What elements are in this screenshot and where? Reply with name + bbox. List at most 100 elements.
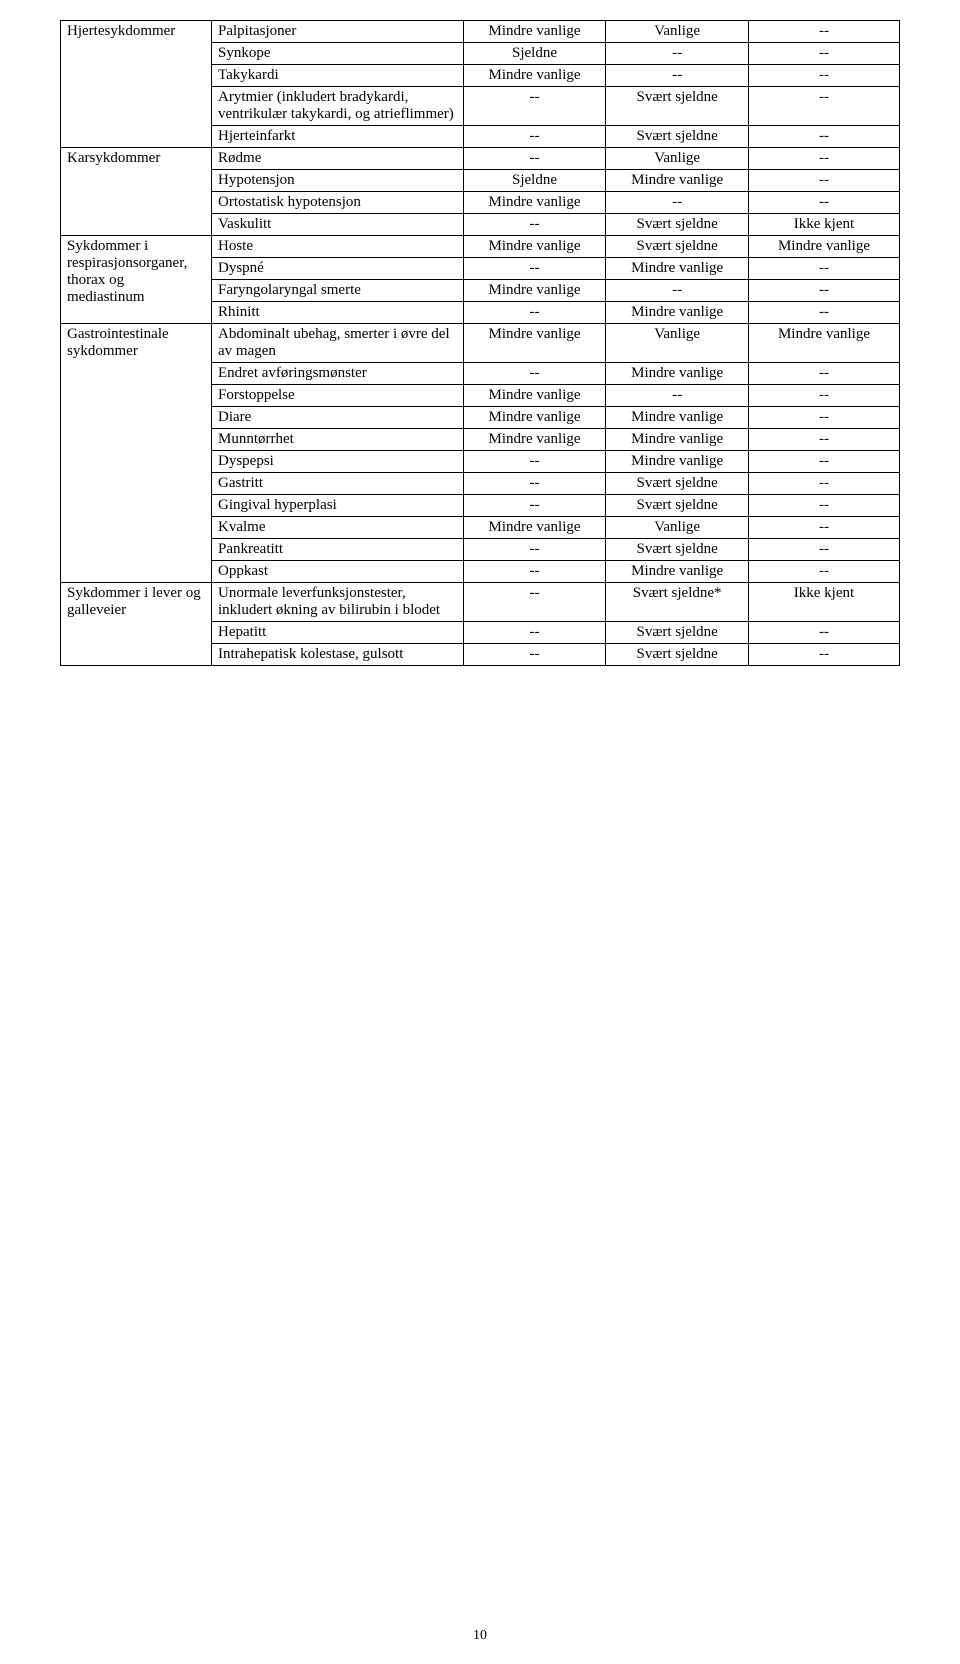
value-cell: -- [606,65,749,87]
value-cell: Mindre vanlige [463,324,606,363]
value-cell: Svært sjeldne* [606,583,749,622]
value-cell: -- [748,87,899,126]
value-cell: Svært sjeldne [606,539,749,561]
value-cell: -- [748,280,899,302]
value-cell: Svært sjeldne [606,126,749,148]
table-row: HjertesykdommerPalpitasjonerMindre vanli… [61,21,900,43]
value-cell: -- [463,126,606,148]
value-cell: -- [463,302,606,324]
value-cell: Mindre vanlige [748,324,899,363]
effect-name-cell: Arytmier (inkludert bradykardi, ventriku… [212,87,464,126]
value-cell: -- [748,561,899,583]
value-cell: Mindre vanlige [463,236,606,258]
effect-name-cell: Diare [212,407,464,429]
category-cell: Karsykdommer [61,148,212,236]
category-cell: Sykdommer i lever og galleveier [61,583,212,666]
value-cell: Mindre vanlige [463,192,606,214]
value-cell: Mindre vanlige [606,302,749,324]
value-cell: -- [748,644,899,666]
value-cell: Mindre vanlige [463,280,606,302]
effect-name-cell: Pankreatitt [212,539,464,561]
value-cell: -- [463,539,606,561]
value-cell: -- [463,644,606,666]
value-cell: -- [463,87,606,126]
effect-name-cell: Kvalme [212,517,464,539]
value-cell: Svært sjeldne [606,622,749,644]
value-cell: -- [463,622,606,644]
value-cell: -- [748,517,899,539]
value-cell: Mindre vanlige [463,407,606,429]
value-cell: -- [463,148,606,170]
adverse-effects-table: HjertesykdommerPalpitasjoner Mindre vanli… [60,20,900,666]
value-cell: Svært sjeldne [606,495,749,517]
effect-name-cell: Synkope [212,43,464,65]
value-cell: Mindre vanlige [606,407,749,429]
effect-name-cell: Munntørrhet [212,429,464,451]
effect-name-cell: Endret avføringsmønster [212,363,464,385]
value-cell: -- [748,429,899,451]
value-cell: Svært sjeldne [606,87,749,126]
value-cell: -- [748,407,899,429]
value-cell: Mindre vanlige [606,429,749,451]
value-cell: -- [463,258,606,280]
value-cell: Mindre vanlige [463,65,606,87]
value-cell: -- [748,258,899,280]
value-cell: -- [748,385,899,407]
value-cell: -- [748,622,899,644]
value-cell: -- [606,385,749,407]
value-cell: Mindre vanlige [606,170,749,192]
value-cell: Svært sjeldne [606,236,749,258]
value-cell: Vanlige [606,21,749,43]
value-cell: -- [748,495,899,517]
value-cell: -- [748,192,899,214]
value-cell: Mindre vanlige [463,429,606,451]
table-row: Gastrointestinale sykdommerAbdominalt ub… [61,324,900,363]
value-cell: Mindre vanlige [463,517,606,539]
effect-name-cell: Hjerteinfarkt [212,126,464,148]
effect-name-cell: Forstoppelse [212,385,464,407]
value-cell: Svært sjeldne [606,214,749,236]
value-cell: -- [463,214,606,236]
value-cell: -- [748,65,899,87]
effect-name-cell: Palpitasjoner [212,21,464,43]
value-cell: Vanlige [606,148,749,170]
value-cell: Vanlige [606,517,749,539]
effect-name-cell: Abdominalt ubehag, smerter i øvre del av… [212,324,464,363]
effect-name-cell: Unormale leverfunksjonstester, inkludert… [212,583,464,622]
value-cell: Svært sjeldne [606,644,749,666]
effect-name-cell: Faryngolaryngal smerte [212,280,464,302]
effect-name-cell: Rødme [212,148,464,170]
effect-name-cell: Vaskulitt [212,214,464,236]
value-cell: Vanlige [606,324,749,363]
category-cell: Gastrointestinale sykdommer [61,324,212,583]
effect-name-cell: Rhinitt [212,302,464,324]
value-cell: -- [748,363,899,385]
value-cell: -- [748,473,899,495]
effect-name-cell: Hoste [212,236,464,258]
value-cell: -- [606,43,749,65]
value-cell: -- [748,170,899,192]
effect-name-cell: Hepatitt [212,622,464,644]
value-cell: Mindre vanlige [606,451,749,473]
effect-name-cell: Gingival hyperplasi [212,495,464,517]
value-cell: -- [748,451,899,473]
value-cell: -- [606,280,749,302]
value-cell: -- [748,43,899,65]
effect-name-cell: Gastritt [212,473,464,495]
table-row: Sykdommer i respirasjonsorganer, thorax … [61,236,900,258]
value-cell: Svært sjeldne [606,473,749,495]
table-row: KarsykdommerRødme--Vanlige-- [61,148,900,170]
value-cell: -- [463,561,606,583]
document-page: HjertesykdommerPalpitasjoner Mindre vanli… [0,0,960,1664]
effect-name-cell: Takykardi [212,65,464,87]
value-cell: -- [748,126,899,148]
table-row: Sykdommer i lever og galleveierUnormale … [61,583,900,622]
effect-name-cell: Oppkast [212,561,464,583]
value-cell: -- [463,495,606,517]
effect-name-cell: Hypotensjon [212,170,464,192]
effect-name-cell: Ortostatisk hypotensjon [212,192,464,214]
value-cell: Mindre vanlige [606,561,749,583]
value-cell: Ikke kjent [748,583,899,622]
effect-name-cell: Dyspné [212,258,464,280]
category-cell: Hjertesykdommer [61,21,212,148]
